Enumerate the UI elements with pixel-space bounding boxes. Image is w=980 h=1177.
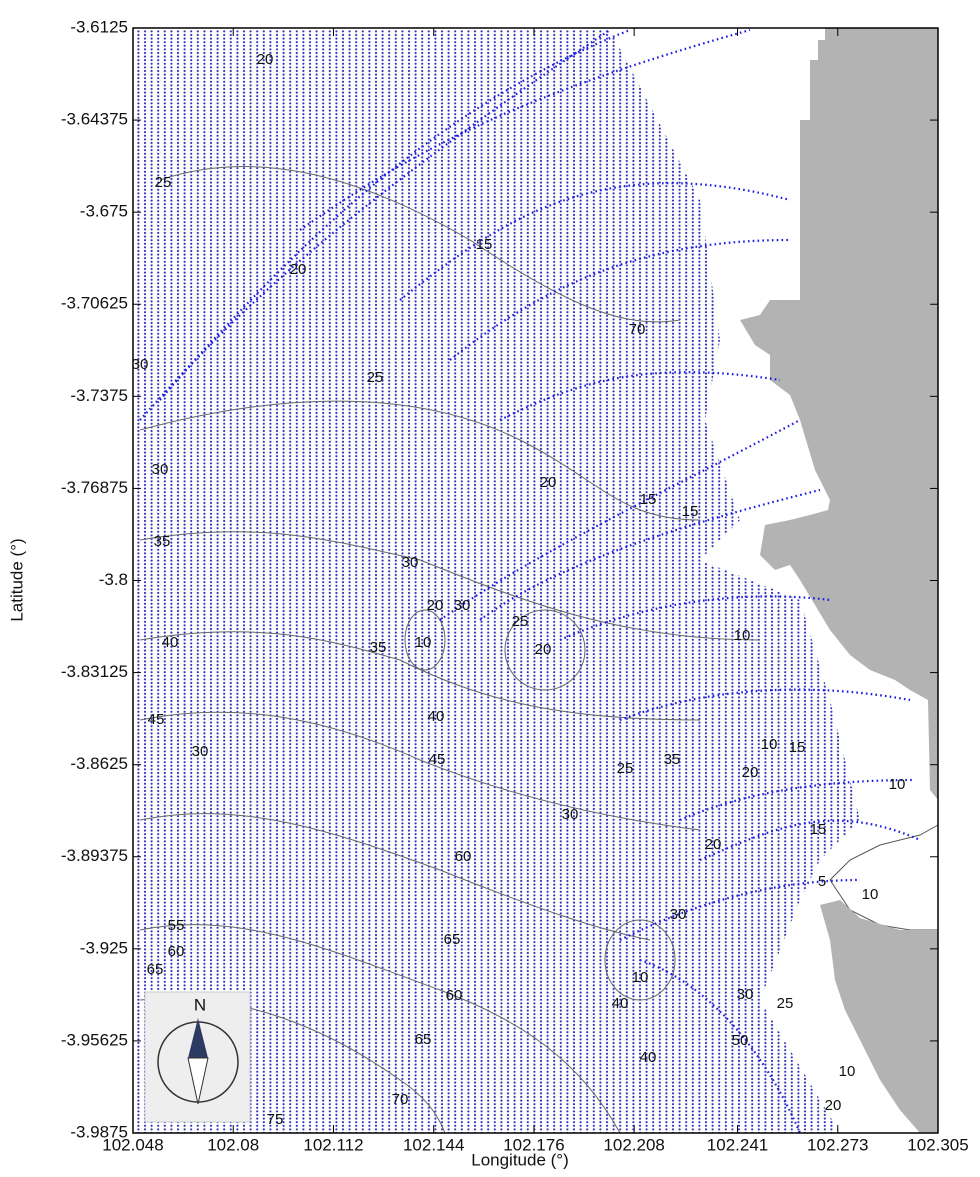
contour-label: 35: [154, 533, 171, 550]
contour-label: 40: [162, 634, 179, 651]
contour-label: 40: [640, 1049, 657, 1066]
y-tick-label: -3.925: [80, 938, 128, 957]
compass: N: [145, 992, 250, 1122]
contour-label: 60: [455, 848, 472, 865]
y-tick-label: -3.70625: [61, 294, 128, 313]
contour-label: 20: [535, 641, 552, 658]
y-tick-label: -3.76875: [61, 478, 128, 497]
x-tick-label: 102.112: [303, 1135, 363, 1154]
y-axis-label: Latitude (°): [7, 538, 26, 621]
contour-label: 50: [732, 1032, 749, 1049]
contour-label: 55: [168, 917, 185, 934]
contour-label: 20: [427, 597, 444, 614]
contour-label: 60: [446, 987, 463, 1004]
x-tick-label: 102.176: [503, 1135, 564, 1154]
contour-label: 15: [810, 821, 827, 838]
contour-label: 20: [705, 836, 722, 853]
y-tick-label: -3.8: [99, 570, 128, 589]
x-tick-label: 102.208: [603, 1135, 664, 1154]
contour-label: 25: [617, 760, 634, 777]
contour-label: 45: [148, 711, 165, 728]
contour-label: 10: [415, 634, 432, 651]
x-tick-label: 102.241: [707, 1135, 768, 1154]
contour-label: 30: [192, 743, 209, 760]
x-tick-label: 102.08: [207, 1135, 259, 1154]
y-tick-label: -3.7375: [70, 386, 128, 405]
y-tick-label: -3.83125: [61, 662, 128, 681]
contour-label: 30: [562, 806, 579, 823]
contour-label: 10: [839, 1063, 856, 1080]
contour-label: 45: [429, 751, 446, 768]
contour-label: 30: [132, 356, 149, 373]
x-tick-label: 102.144: [403, 1135, 464, 1154]
contour-label: 15: [682, 503, 699, 520]
contour-label: 75: [267, 1111, 284, 1128]
contour-label: 40: [612, 995, 629, 1012]
contour-label: 10: [761, 736, 778, 753]
contour-label: 25: [777, 995, 794, 1012]
contour-label: 15: [476, 236, 493, 253]
compass-label: N: [194, 995, 206, 1014]
contour-label: 35: [664, 751, 681, 768]
contour-label: 30: [670, 906, 687, 923]
map-chart: N Longitude (°) Latitude (°) 102.048102.…: [0, 0, 980, 1172]
contour-label: 35: [370, 639, 387, 656]
y-tick-label: -3.675: [80, 202, 128, 221]
contour-label: 30: [737, 986, 754, 1003]
y-tick-label: -3.9875: [70, 1122, 128, 1141]
contour-label: 20: [825, 1097, 842, 1114]
contour-label: 40: [428, 708, 445, 725]
contour-label: 10: [734, 627, 751, 644]
contour-label: 30: [402, 554, 419, 571]
x-tick-label: 102.305: [907, 1135, 968, 1154]
contour-label: 15: [640, 491, 657, 508]
contour-label: 20: [290, 261, 307, 278]
contour-label: 70: [392, 1091, 409, 1108]
contour-label: 65: [147, 961, 164, 978]
contour-label: 30: [152, 461, 169, 478]
contour-label: 25: [155, 174, 172, 191]
contour-label: 20: [742, 764, 759, 781]
contour-label: 30: [454, 597, 471, 614]
y-tick-label: -3.8625: [70, 754, 128, 773]
y-tick-label: -3.64375: [61, 110, 128, 129]
contour-label: 10: [862, 886, 879, 903]
contour-label: 25: [512, 613, 529, 630]
contour-label: 5: [818, 873, 826, 890]
x-tick-label: 102.273: [807, 1135, 868, 1154]
contour-label: 60: [168, 943, 185, 960]
contour-label: 20: [257, 51, 274, 68]
contour-label: 65: [444, 931, 461, 948]
y-tick-label: -3.6125: [70, 17, 128, 36]
contour-label: 65: [415, 1031, 432, 1048]
contour-label: 70: [629, 321, 646, 338]
contour-label: 10: [632, 969, 649, 986]
contour-label: 20: [540, 474, 557, 491]
contour-label: 25: [367, 369, 384, 386]
y-tick-label: -3.89375: [61, 846, 128, 865]
contour-label: 15: [789, 739, 806, 756]
y-tick-label: -3.95625: [61, 1030, 128, 1049]
contour-label: 10: [889, 776, 906, 793]
